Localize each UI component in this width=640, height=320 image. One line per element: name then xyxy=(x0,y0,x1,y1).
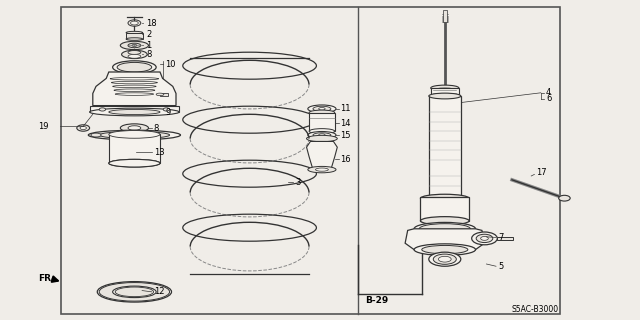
Ellipse shape xyxy=(142,133,152,137)
Ellipse shape xyxy=(559,195,570,201)
Text: 3: 3 xyxy=(296,178,301,187)
Ellipse shape xyxy=(88,130,180,140)
Ellipse shape xyxy=(429,93,461,99)
Ellipse shape xyxy=(307,135,337,142)
Ellipse shape xyxy=(419,224,470,234)
Bar xyxy=(61,7,560,314)
Text: 4: 4 xyxy=(546,88,551,97)
Polygon shape xyxy=(90,106,179,112)
Ellipse shape xyxy=(115,287,154,297)
Ellipse shape xyxy=(319,134,325,136)
Ellipse shape xyxy=(313,133,331,137)
Text: 13: 13 xyxy=(154,148,164,156)
Ellipse shape xyxy=(414,244,476,255)
Ellipse shape xyxy=(431,85,459,91)
Ellipse shape xyxy=(109,159,160,167)
Text: 7: 7 xyxy=(498,233,503,242)
Ellipse shape xyxy=(163,108,170,111)
Ellipse shape xyxy=(429,196,461,201)
Ellipse shape xyxy=(128,54,141,58)
Ellipse shape xyxy=(433,254,456,264)
Ellipse shape xyxy=(109,159,160,167)
Bar xyxy=(443,10,447,22)
Ellipse shape xyxy=(429,252,461,266)
Bar xyxy=(309,113,335,131)
Ellipse shape xyxy=(316,168,328,171)
Ellipse shape xyxy=(308,105,336,113)
Ellipse shape xyxy=(476,234,493,243)
Polygon shape xyxy=(405,229,484,250)
Ellipse shape xyxy=(431,94,459,98)
Bar xyxy=(429,96,461,198)
Ellipse shape xyxy=(132,44,137,46)
Ellipse shape xyxy=(77,125,90,131)
Ellipse shape xyxy=(438,256,451,262)
Ellipse shape xyxy=(481,236,488,240)
Ellipse shape xyxy=(99,283,170,301)
Text: 5: 5 xyxy=(498,262,503,271)
Ellipse shape xyxy=(309,110,335,115)
Ellipse shape xyxy=(131,21,138,25)
Ellipse shape xyxy=(128,51,141,54)
Ellipse shape xyxy=(420,217,469,225)
Text: 14: 14 xyxy=(340,119,351,128)
Ellipse shape xyxy=(128,126,141,130)
Ellipse shape xyxy=(128,20,141,26)
Ellipse shape xyxy=(99,108,106,111)
Text: 11: 11 xyxy=(340,104,351,113)
Ellipse shape xyxy=(472,232,497,245)
Text: B-29: B-29 xyxy=(365,296,388,305)
Text: 8: 8 xyxy=(146,50,151,59)
Text: 1: 1 xyxy=(146,41,151,50)
Ellipse shape xyxy=(308,132,336,139)
Ellipse shape xyxy=(80,126,86,130)
Ellipse shape xyxy=(109,109,160,115)
Polygon shape xyxy=(93,72,176,106)
Ellipse shape xyxy=(313,106,331,111)
Text: 16: 16 xyxy=(340,155,351,164)
Ellipse shape xyxy=(433,88,456,92)
Ellipse shape xyxy=(90,108,179,116)
Text: 12: 12 xyxy=(154,287,164,296)
Ellipse shape xyxy=(126,38,143,40)
Text: 18: 18 xyxy=(146,19,157,28)
Bar xyxy=(497,237,513,240)
Text: S5AC-B3000: S5AC-B3000 xyxy=(512,305,559,314)
Text: 6: 6 xyxy=(546,94,551,103)
Ellipse shape xyxy=(309,129,335,134)
Ellipse shape xyxy=(120,124,148,132)
Text: 8: 8 xyxy=(154,124,159,132)
Ellipse shape xyxy=(422,245,468,254)
Ellipse shape xyxy=(97,282,172,302)
Bar xyxy=(431,88,459,96)
Bar xyxy=(126,33,143,39)
Ellipse shape xyxy=(128,43,141,48)
Bar xyxy=(420,197,469,221)
Ellipse shape xyxy=(156,93,164,96)
Ellipse shape xyxy=(308,166,336,173)
Ellipse shape xyxy=(122,50,147,59)
Bar xyxy=(109,134,160,163)
Polygon shape xyxy=(307,141,337,170)
Text: 10: 10 xyxy=(165,60,175,68)
Text: 2: 2 xyxy=(146,30,151,39)
Ellipse shape xyxy=(414,222,476,235)
Text: 19: 19 xyxy=(38,122,49,131)
Ellipse shape xyxy=(113,61,156,74)
Ellipse shape xyxy=(99,132,170,139)
Text: FR.: FR. xyxy=(38,274,55,283)
Text: 15: 15 xyxy=(340,131,351,140)
Ellipse shape xyxy=(113,286,156,298)
Text: 17: 17 xyxy=(536,168,547,177)
Bar xyxy=(160,93,168,96)
Ellipse shape xyxy=(91,133,101,137)
Ellipse shape xyxy=(109,131,160,138)
Text: 9: 9 xyxy=(165,108,170,117)
Ellipse shape xyxy=(117,62,152,72)
Ellipse shape xyxy=(319,108,325,110)
Ellipse shape xyxy=(420,194,469,203)
Ellipse shape xyxy=(126,31,143,34)
Ellipse shape xyxy=(120,41,148,50)
